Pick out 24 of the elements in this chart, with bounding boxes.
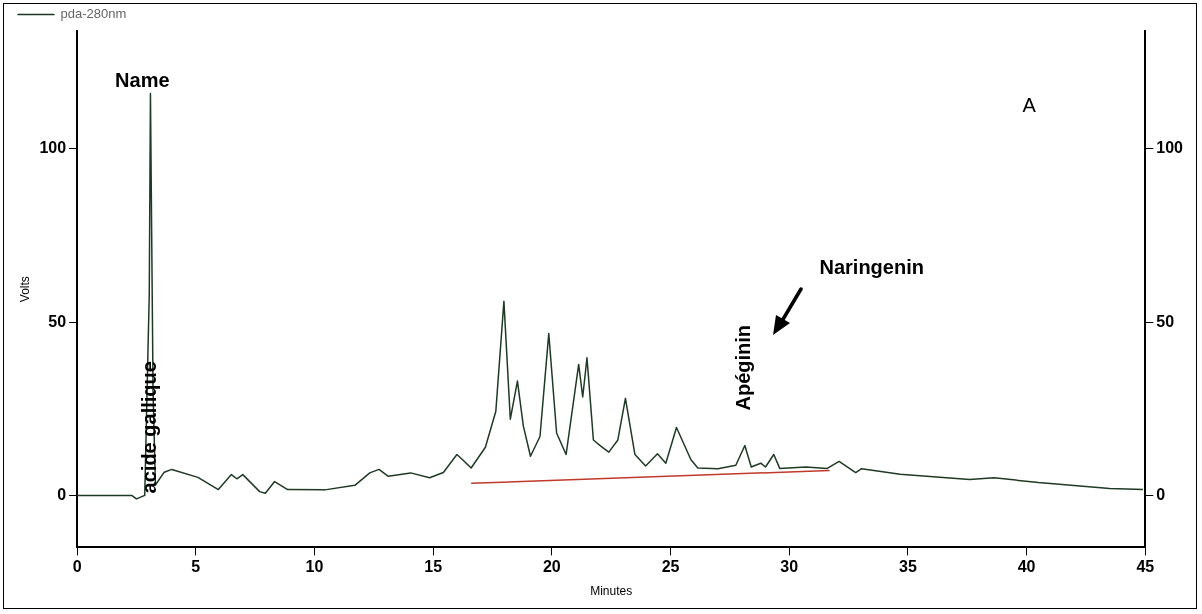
x-tick-label: 0	[72, 558, 82, 576]
y2-tick-label: 50	[1156, 312, 1175, 330]
annotation: Apéginin	[732, 324, 755, 411]
x-tick-label: 40	[1017, 558, 1036, 576]
x-tick-label: 35	[899, 558, 917, 576]
x-tick-label: 30	[780, 558, 799, 576]
annotation: A	[1022, 93, 1037, 116]
y2-tick-label: 100	[1156, 139, 1184, 157]
legend-label: pda-280nm	[60, 6, 127, 22]
y2-tick-label: 0	[1156, 485, 1166, 503]
annotation: Name	[115, 68, 170, 91]
x-tick-label: 20	[542, 558, 561, 576]
annotation: Naringenin	[819, 256, 924, 279]
x-tick-label: 5	[191, 558, 201, 576]
x-tick-label: 25	[661, 558, 680, 576]
y-tick-label: 0	[57, 485, 67, 503]
y-axis-title: Volts	[17, 276, 32, 303]
x-axis-title: Minutes	[590, 584, 633, 599]
x-tick-label: 10	[305, 558, 324, 576]
annotation: acide gallique	[137, 361, 160, 494]
x-tick-label: 15	[424, 558, 443, 576]
x-tick-label: 45	[1136, 558, 1155, 576]
y-tick-label: 100	[39, 139, 67, 157]
y-tick-label: 50	[48, 312, 67, 330]
